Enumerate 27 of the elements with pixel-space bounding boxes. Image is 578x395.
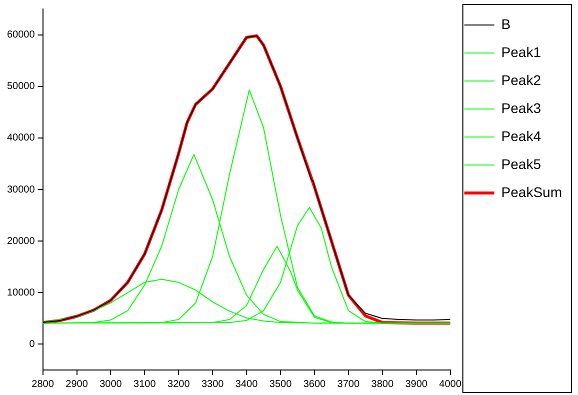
y-tick-label: 10000 <box>6 287 36 298</box>
x-tick-label: 3700 <box>337 378 360 390</box>
x-tick-label: 3500 <box>269 378 292 390</box>
x-tick-label: 3200 <box>168 378 190 390</box>
x-tick-label: 3600 <box>303 378 326 390</box>
x-tick-label: 2800 <box>32 378 54 390</box>
x-tick-label: 3300 <box>201 378 224 390</box>
y-tick-label: 30000 <box>6 184 36 196</box>
legend-label: PeakSum <box>501 184 562 200</box>
legend-label: Peak5 <box>501 156 542 172</box>
y-tick-label: 0 <box>29 338 36 350</box>
legend-label: Peak1 <box>501 44 542 60</box>
y-tick-label: 50000 <box>6 81 36 92</box>
x-tick-label: 2900 <box>66 378 88 390</box>
x-tick-label: 4000 <box>439 378 462 390</box>
y-tick-label: 40000 <box>6 132 36 144</box>
y-tick-label: 60000 <box>6 30 36 41</box>
x-tick-label: 3900 <box>405 378 428 390</box>
legend-label: Peak4 <box>501 128 542 144</box>
legend-label: Peak3 <box>501 100 542 116</box>
legend-label: Peak2 <box>501 72 542 88</box>
x-tick-label: 3100 <box>134 378 156 390</box>
x-tick-label: 3000 <box>100 378 122 390</box>
x-tick-label: 3400 <box>235 378 258 390</box>
x-tick-label: 3800 <box>371 378 394 390</box>
legend-label: B <box>501 16 511 32</box>
y-tick-label: 20000 <box>6 236 36 247</box>
